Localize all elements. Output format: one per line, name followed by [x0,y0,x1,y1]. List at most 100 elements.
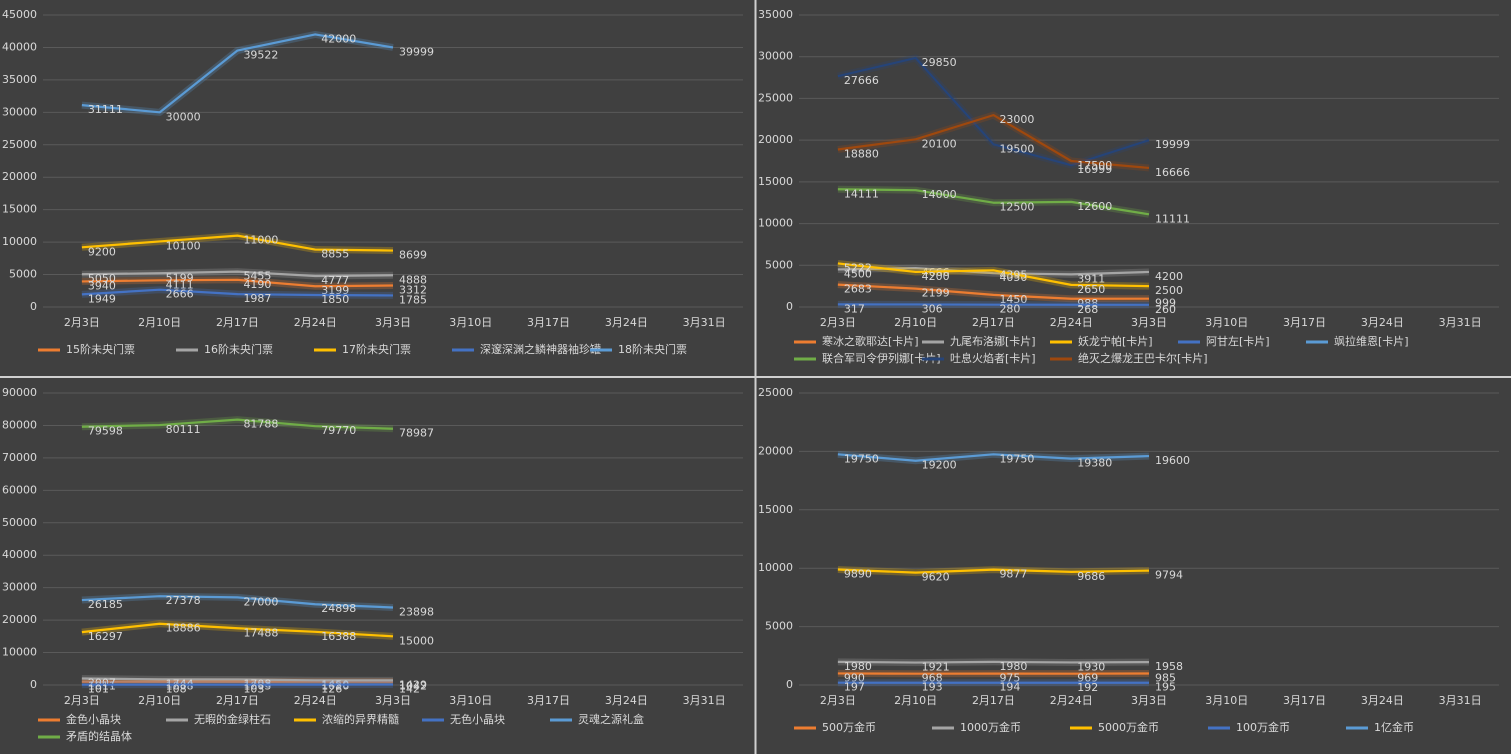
data-label: 268 [1077,303,1098,316]
y-tick-label: 10000 [758,561,793,574]
data-label: 31111 [88,103,123,116]
legend-label: 深邃深渊之鳞神器袖珍罐 [480,342,601,356]
data-label: 11000 [243,234,278,247]
series-line [837,188,1150,216]
y-tick-label: 25000 [2,138,37,151]
legend-label: 寒冰之歌耶达[卡片] [822,334,919,348]
data-label: 194 [999,681,1020,694]
y-tick-label: 15000 [758,503,793,516]
data-label: 1026 [321,680,349,693]
x-tick-label: 2月10日 [138,694,181,707]
x-tick-label: 3月3日 [375,694,411,707]
y-tick-label: 30000 [758,50,793,63]
data-label: 1921 [922,661,950,674]
y-tick-label: 90000 [2,386,37,399]
legend-label: 飒拉维恩[卡片] [1334,334,1409,348]
legend-label: 1亿金币 [1374,720,1414,734]
data-label: 1980 [844,660,872,673]
legend-label: 无色小晶块 [450,712,505,726]
y-tick-label: 30000 [2,105,37,118]
legend-label: 1000万金币 [960,720,1021,734]
x-tick-label: 3月31日 [1439,316,1482,329]
data-label: 8699 [399,249,427,262]
data-label: 4500 [844,267,872,280]
legend-label: 5000万金币 [1098,720,1159,734]
y-tick-label: 35000 [2,73,37,86]
y-tick-label: 30000 [2,581,37,594]
data-label: 968 [922,672,943,685]
series-line [837,56,1150,167]
y-tick-label: 20000 [758,444,793,457]
y-tick-label: 80000 [2,418,37,431]
x-tick-label: 2月3日 [64,316,100,329]
y-tick-label: 40000 [2,40,37,53]
data-label: 16388 [321,630,356,643]
data-label: 79598 [88,425,123,438]
x-tick-label: 2月10日 [138,316,181,329]
data-label: 101 [88,683,109,696]
data-label: 2500 [1155,284,1183,297]
y-tick-label: 0 [30,678,37,691]
data-label: 193 [922,681,943,694]
data-label: 4888 [399,273,427,286]
data-label: 5050 [88,272,116,285]
data-label: 280 [999,303,1020,316]
data-label: 19500 [999,142,1034,155]
legend-label: 无暇的金绿柱石 [194,712,271,726]
x-tick-label: 2月24日 [294,316,337,329]
x-tick-label: 2月24日 [294,694,337,707]
series-line [837,453,1150,462]
y-tick-label: 20000 [758,133,793,146]
data-label: 81788 [243,418,278,431]
data-label: 2683 [844,283,872,296]
y-tick-label: 5000 [765,620,793,633]
x-tick-label: 2月17日 [216,694,259,707]
data-label: 23000 [999,113,1034,126]
x-tick-label: 2月3日 [820,694,856,707]
x-tick-label: 2月3日 [64,694,100,707]
chart-panel: 0 5000 10000 15000 20000 25000 2月3日 2月10日 2月17日 2… [758,386,1499,734]
y-tick-label: 25000 [758,91,793,104]
data-label: 26185 [88,598,123,611]
data-label: 19380 [1077,457,1112,470]
data-label: 39522 [243,49,278,62]
legend-label: 妖龙宁帕[卡片] [1078,334,1153,348]
data-label: 1930 [1077,660,1105,673]
series-line [81,418,394,430]
data-label: 990 [844,671,865,684]
data-label: 2199 [922,287,950,300]
data-label: 80111 [166,423,201,436]
x-tick-label: 3月17日 [1283,316,1326,329]
x-tick-label: 2月17日 [972,694,1015,707]
data-label: 20100 [922,137,957,150]
legend-label: 浓缩的异界精髓 [322,712,399,726]
series-line [81,33,394,114]
data-label: 27378 [166,594,201,607]
data-label: 3940 [88,279,116,292]
series-line [81,288,394,297]
data-label: 1450 [999,293,1027,306]
data-label: 19999 [1155,138,1190,151]
data-label: 1008 [166,680,194,693]
x-tick-label: 2月10日 [894,316,937,329]
data-label: 985 [1155,671,1176,684]
y-tick-label: 60000 [2,483,37,496]
x-tick-label: 3月10日 [449,694,492,707]
data-label: 192 [1077,681,1098,694]
data-label: 9620 [922,571,950,584]
legend-label: 金色小晶块 [66,712,121,726]
data-label: 5455 [243,270,271,283]
data-label: 195 [1155,681,1176,694]
y-tick-label: 0 [786,300,793,313]
data-label: 142 [399,683,420,696]
data-label: 9877 [999,568,1027,581]
data-label: 19200 [922,459,957,472]
y-tick-label: 20000 [2,613,37,626]
data-label: 14000 [922,188,957,201]
legend-label: 联合军司令伊列娜[卡片] [822,351,941,365]
y-tick-label: 70000 [2,451,37,464]
x-tick-label: 2月3日 [820,316,856,329]
data-label: 197 [844,681,865,694]
series-line [837,283,1150,300]
